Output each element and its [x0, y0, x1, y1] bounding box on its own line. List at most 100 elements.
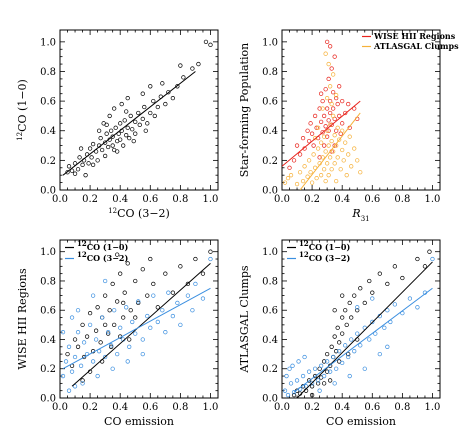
scatter-point	[136, 300, 141, 306]
scatter-point	[309, 131, 315, 136]
scatter-point	[288, 381, 294, 386]
fit-line	[299, 112, 361, 190]
scatter-point	[430, 256, 435, 262]
scatter-point	[119, 101, 124, 107]
scatter-point	[104, 122, 109, 127]
scatter-point	[282, 388, 288, 393]
x-tick-label: 0.6	[142, 402, 158, 413]
scatter-point	[294, 378, 300, 383]
y-tick-label: 1.0	[262, 37, 278, 48]
scatter-point	[185, 293, 191, 298]
scatter-point	[185, 281, 191, 287]
scatter-point	[72, 171, 78, 176]
y-tick-label: 0.8	[40, 67, 56, 78]
scatter-point	[112, 308, 117, 313]
x-tick-label: 0.4	[112, 194, 128, 205]
scatter-point	[340, 293, 345, 298]
scatter-point	[190, 66, 195, 71]
scatter-point	[109, 343, 114, 348]
scatter-point	[133, 331, 138, 336]
scatter-point	[160, 308, 165, 313]
scatter-point	[170, 313, 176, 319]
scatter-point	[300, 373, 306, 379]
scatter-point	[95, 373, 100, 379]
scatter-point	[107, 113, 112, 119]
scatter-point	[121, 143, 126, 148]
scatter-point	[312, 373, 318, 379]
scatter-point	[125, 359, 130, 364]
scatter-point	[72, 354, 78, 360]
scatter-point	[347, 134, 352, 139]
scatter-point	[332, 143, 337, 148]
legend-entry: WISE HII Regions	[373, 31, 456, 41]
series-1	[282, 51, 363, 187]
scatter-point	[346, 354, 351, 360]
scatter-point	[321, 143, 327, 148]
scatter-point	[75, 308, 81, 313]
scatter-point	[140, 351, 145, 357]
scatter-point	[338, 167, 343, 172]
scatter-point	[315, 381, 321, 386]
scatter-point	[334, 349, 339, 354]
scatter-point	[329, 66, 334, 71]
x-tick-label: 1.0	[425, 402, 441, 413]
scatter-point	[334, 366, 339, 371]
scatter-point	[309, 381, 315, 386]
scatter-point	[66, 344, 72, 349]
panel-p1: 0.0 0.2 0.4 0.6 0.8 1.0 0.0 0.2 0.4 0.6 0.8 1.0 12CO…	[16, 29, 219, 220]
scatter-point	[125, 95, 130, 101]
scatter-point	[285, 392, 291, 398]
scatter-point	[200, 271, 206, 276]
scatter-point	[208, 249, 213, 254]
scatter-point	[385, 308, 390, 313]
scatter-point	[140, 116, 145, 122]
scatter-point	[77, 155, 82, 160]
scatter-point	[377, 271, 382, 276]
scatter-point	[136, 299, 141, 304]
scatter-point	[81, 340, 87, 345]
scatter-point	[349, 315, 354, 320]
scatter-point	[352, 293, 357, 298]
scatter-point	[127, 344, 132, 349]
scatter-point	[124, 109, 129, 114]
scatter-point	[340, 331, 345, 336]
scatter-point	[163, 330, 168, 335]
y-tick-label: 0.0	[40, 394, 56, 405]
scatter-point	[349, 337, 354, 342]
scatter-point	[145, 293, 150, 298]
scatter-point	[287, 165, 292, 170]
scatter-point	[340, 147, 345, 153]
scatter-point	[302, 354, 307, 360]
scatter-point	[407, 296, 413, 301]
scatter-point	[311, 152, 316, 157]
scatter-point	[80, 162, 85, 167]
scatter-point	[315, 146, 321, 151]
x-axis-label: CO emission	[104, 415, 174, 428]
x-tick-label: 1.0	[425, 194, 441, 205]
scatter-point	[320, 98, 325, 104]
x-tick-label: 0.8	[172, 402, 188, 413]
scatter-point	[95, 305, 100, 310]
scatter-point	[136, 110, 141, 116]
scatter-point	[340, 121, 345, 126]
scatter-point	[148, 84, 153, 89]
scatter-point	[385, 281, 390, 287]
scatter-point	[367, 337, 372, 342]
scatter-point	[75, 344, 81, 349]
scatter-point	[145, 313, 150, 319]
x-tick-label: 1.0	[203, 194, 219, 205]
scatter-point	[335, 125, 340, 130]
scatter-point	[66, 388, 72, 393]
scatter-point	[118, 271, 123, 276]
scatter-point	[90, 359, 96, 364]
x-tick-label: 0.2	[304, 402, 320, 413]
scatter-point	[99, 315, 105, 320]
y-tick-label: 0.4	[262, 335, 278, 346]
scatter-point	[121, 315, 126, 320]
scatter-point	[321, 381, 327, 386]
scatter-point	[90, 141, 96, 147]
series-0	[291, 249, 432, 398]
scatter-point	[346, 101, 351, 107]
scatter-point	[362, 366, 367, 371]
